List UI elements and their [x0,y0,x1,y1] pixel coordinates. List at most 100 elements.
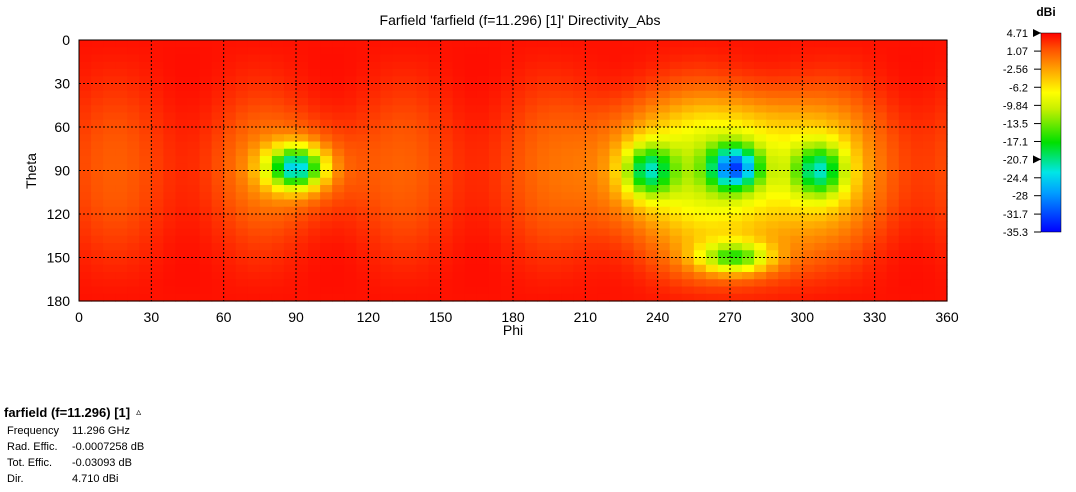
heatmap-cell [573,170,586,179]
heatmap-cell [79,293,92,302]
heatmap-cell [850,98,864,106]
heatmap-cell [537,119,550,128]
colorbar-marker[interactable] [1033,29,1041,37]
collapse-toggle-icon[interactable]: ▵ [136,407,142,418]
heatmap-cell [103,286,116,295]
heatmap-cell [103,47,116,56]
heatmap-cell [645,141,659,150]
heatmap-cell [259,40,273,48]
heatmap-cell [332,54,345,63]
heatmap-cell [187,119,201,128]
heatmap-cell [874,134,888,143]
heatmap-cell [452,134,466,143]
heatmap-cell [898,156,912,164]
heatmap-cell [296,134,309,143]
heatmap-cell [717,235,731,244]
heatmap-cell [308,141,321,150]
heatmap-cell [452,105,466,114]
heatmap-cell [910,185,924,193]
heatmap-cell [259,61,273,70]
heatmap-cell [910,134,924,143]
heatmap-cell [513,47,526,56]
colorbar-marker[interactable] [1033,155,1041,164]
heatmap-cell [127,185,140,193]
heatmap-cell [392,250,406,259]
heatmap-cell [717,134,731,143]
heatmap-cell [223,228,237,237]
heatmap-cell [790,272,803,280]
heatmap-cell [862,163,876,172]
colorbar-ticks: 4.711.07-2.56-6.2-9.84-13.5-17.1-20.7-24… [1003,28,1041,239]
heatmap-cell [91,76,104,85]
heatmap-cell [838,141,852,150]
heatmap-cell [428,98,442,106]
x-axis-ticks: 0 30 60 90 120 150 180 210 240 270 300 330 360 [75,309,959,325]
heatmap-cell [585,286,598,295]
heatmap-cell [175,214,189,222]
heatmap-cell [380,47,394,56]
heatmap-cell [247,40,261,48]
heatmap-cell [621,250,635,259]
heatmap-cell [657,257,671,266]
heatmap-cell [380,199,394,208]
heatmap-cell [657,83,671,92]
heatmap-cell [669,177,683,186]
x-tick-label: 150 [429,309,453,325]
heatmap-cell [488,40,502,48]
heatmap-cell [235,40,249,48]
heatmap-cell [790,221,803,230]
heatmap-cell [597,192,611,201]
heatmap-cell [380,141,394,150]
heatmap-cell [886,257,900,266]
heatmap-cell [368,134,381,143]
heatmap-cell [826,54,840,63]
heatmap-cell [235,170,249,179]
heatmap-cell [862,272,876,280]
heatmap-cell [621,192,635,201]
heatmap-cell [163,156,177,164]
heatmap-cell [356,163,369,172]
heatmap-cell [669,54,683,63]
heatmap-cell [597,228,611,237]
heatmap-cell [693,250,707,259]
heatmap-cell [271,192,285,201]
heatmap-cell [139,257,152,266]
heatmap-cell [392,76,406,85]
heatmap-cell [730,76,743,85]
heatmap-cell [561,185,574,193]
heatmap-cell [151,98,164,106]
heatmap-cell [308,235,321,244]
heatmap-cell [537,286,550,295]
heatmap-cell [549,214,562,222]
heatmap-cell [211,148,225,157]
heatmap-cell [127,286,140,295]
heatmap-cell [380,98,394,106]
heatmap-cell [922,141,936,150]
heatmap-cell [368,214,381,222]
heatmap-cell [585,257,598,266]
heatmap-cell [211,98,225,106]
heatmap-cell [609,61,623,70]
heatmap-cell [693,134,707,143]
heatmap-cell [561,156,574,164]
heatmap-cell [175,83,189,92]
heatmap-cell [187,206,201,215]
heatmap-cell [838,148,852,157]
heatmap-cell [283,76,297,85]
heatmap-cell [139,199,152,208]
heatmap-cell [127,119,140,128]
heatmap-cell [115,141,128,150]
heatmap-cell [187,286,201,295]
heatmap-cell [513,286,526,295]
heatmap-cell [223,170,237,179]
heatmap-cell [513,98,526,106]
heatmap-cell [308,286,321,295]
heatmap-cell [127,54,140,63]
heatmap-cell [139,148,152,157]
heatmap-cell [488,185,502,193]
heatmap-cell [151,83,164,92]
heatmap-cell [633,54,647,63]
heatmap-cell [742,119,755,128]
heatmap-cell [308,47,321,56]
heatmap-cell [537,163,550,172]
